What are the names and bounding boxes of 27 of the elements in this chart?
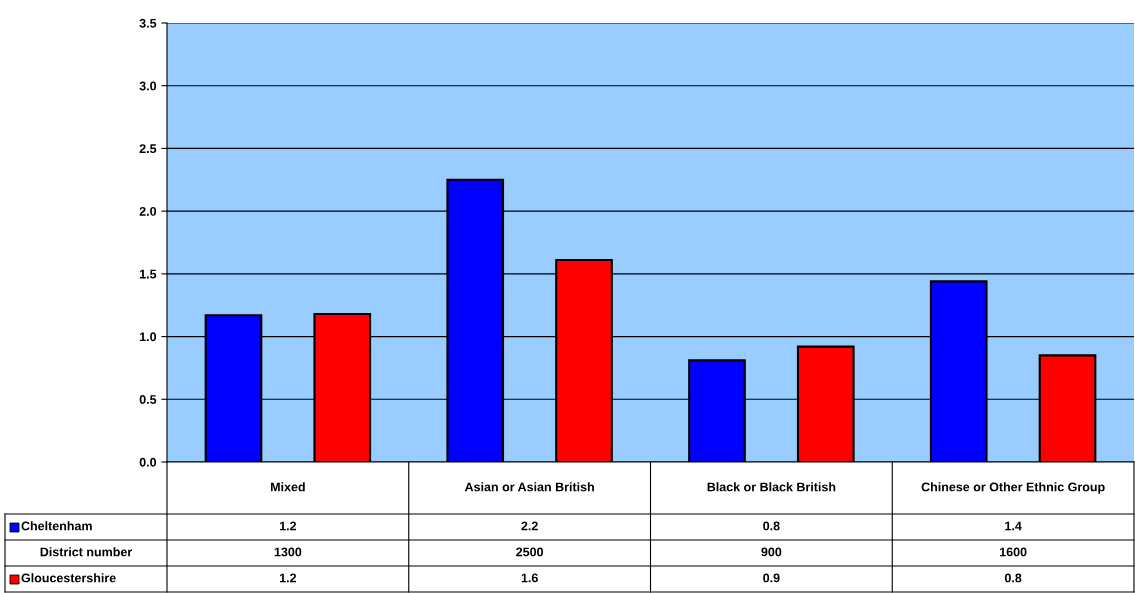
x-tick-label: Black or Black British	[707, 482, 836, 492]
x-tick-label: Mixed	[271, 482, 305, 492]
legend-label: Gloucestershire	[21, 573, 116, 583]
y-tick-label: 0.5	[139, 395, 157, 404]
text: District number	[40, 547, 132, 557]
text: 1600	[1000, 547, 1027, 557]
data-label: 1.6	[521, 573, 538, 583]
data-label: 2.2	[521, 521, 538, 531]
data-label: 1.4	[1005, 521, 1022, 531]
y-tick-label: 0.0	[139, 457, 157, 467]
y-tick-label: 2.0	[139, 206, 157, 216]
data-label: 0.8	[1004, 573, 1022, 583]
y-tick-label: 1.0	[140, 332, 157, 342]
data-label: 1.2	[279, 521, 297, 531]
data-label: 1.2	[279, 573, 297, 583]
y-tick-label: 3.5	[139, 18, 157, 28]
legend-label: Cheltenham	[21, 521, 92, 531]
data-label: 0.8	[763, 521, 780, 531]
text: 1300	[274, 547, 302, 557]
data-label: 0.9	[763, 573, 780, 583]
y-tick-label: 3.0	[139, 81, 157, 91]
text: 2500	[516, 547, 544, 557]
y-tick-label: 1.5	[140, 269, 157, 279]
x-tick-label: Chinese or Other Ethnic Group	[921, 482, 1105, 494]
y-tick-label: 2.5	[139, 144, 157, 154]
text: 900	[761, 547, 782, 557]
x-tick-label: Asian or Asian British	[464, 482, 594, 492]
